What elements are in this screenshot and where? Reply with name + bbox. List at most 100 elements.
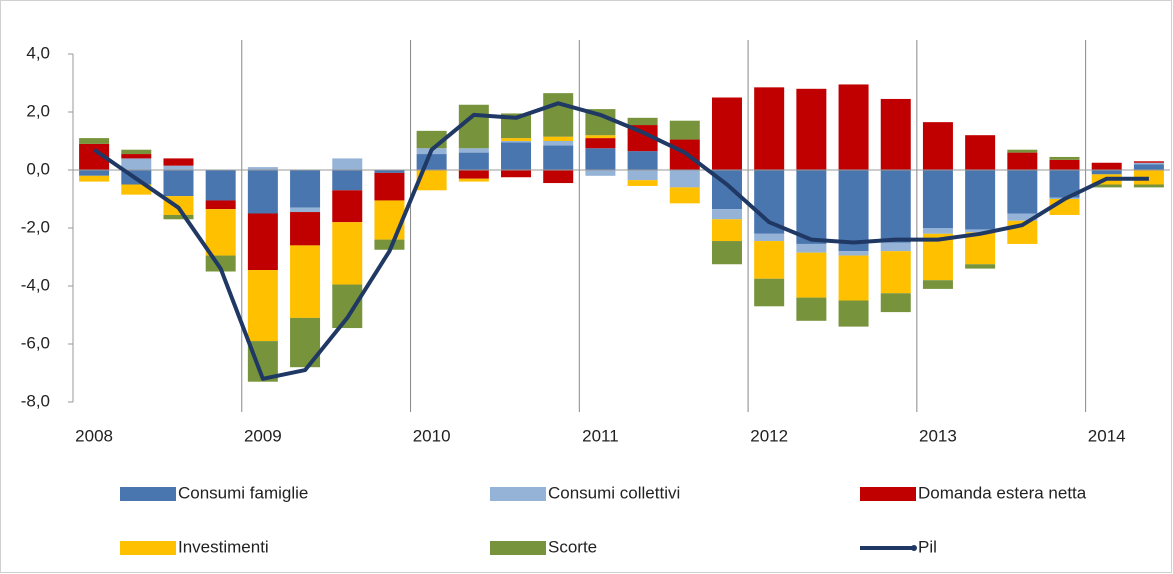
y-tick-label: 0,0: [26, 159, 50, 178]
bar: [543, 145, 574, 170]
bar: [1133, 162, 1164, 165]
bar: [205, 209, 236, 256]
bar: [1133, 161, 1164, 163]
bar: [332, 158, 363, 170]
bar: [796, 170, 827, 244]
bar: [163, 170, 194, 197]
bar: [290, 207, 321, 213]
bar: [1049, 159, 1080, 170]
bar: [1049, 156, 1080, 160]
bar: [332, 284, 363, 329]
bar: [290, 170, 321, 208]
bar: [543, 93, 574, 137]
legend-label: Consumi famiglie: [178, 483, 308, 502]
bar: [416, 170, 447, 191]
bar: [627, 170, 658, 181]
bar: [796, 252, 827, 298]
bar: [965, 232, 996, 265]
bar: [1133, 184, 1164, 188]
bar: [627, 151, 658, 170]
bar: [1091, 162, 1122, 170]
bar: [332, 190, 363, 223]
bar: [669, 187, 700, 204]
bar: [1007, 213, 1038, 221]
bar: [458, 170, 489, 179]
bar: [1091, 184, 1122, 188]
y-tick-label: -6,0: [21, 333, 50, 352]
bar: [1007, 152, 1038, 170]
line: [92, 101, 1149, 381]
bar: [163, 214, 194, 220]
bar: [796, 243, 827, 253]
legend-swatch: [860, 487, 916, 501]
bar: [332, 222, 363, 285]
bar: [543, 170, 574, 184]
bar: [880, 293, 911, 313]
x-tick-label: 2011: [582, 426, 619, 445]
legend-swatch: [490, 541, 546, 555]
bar: [880, 98, 911, 170]
bar: [880, 170, 911, 243]
y-tick-label: -4,0: [21, 275, 50, 294]
bar: [754, 278, 785, 307]
legend-swatch: [120, 487, 176, 501]
bar: [585, 135, 616, 139]
bar: [247, 170, 278, 214]
bar: [290, 245, 321, 318]
bar: [79, 175, 110, 182]
bar: [669, 170, 700, 188]
x-tick-label: 2013: [919, 426, 957, 445]
bar: [838, 255, 869, 301]
y-tick-label: 4,0: [26, 43, 50, 62]
bar: [374, 172, 405, 201]
bar: [121, 149, 152, 155]
legend-label: Investimenti: [178, 537, 269, 556]
bar: [163, 158, 194, 166]
bar: [416, 154, 447, 170]
bar: [1133, 164, 1164, 170]
bar: [121, 158, 152, 170]
bar: [543, 136, 574, 141]
bar: [796, 88, 827, 170]
bar: [1091, 170, 1122, 175]
bar: [754, 241, 785, 279]
bar: [332, 170, 363, 191]
bar: [711, 241, 742, 265]
bar: [965, 135, 996, 170]
bar: [965, 170, 996, 230]
bar: [458, 178, 489, 182]
bar: [838, 300, 869, 327]
bar: [374, 239, 405, 250]
bar: [711, 219, 742, 242]
bar: [458, 152, 489, 170]
bar: [585, 148, 616, 170]
legend-swatch: [120, 541, 176, 555]
y-tick-label: 2,0: [26, 101, 50, 120]
x-tick-label: 2010: [413, 426, 451, 445]
legend-label: Pil: [918, 537, 937, 556]
bar: [79, 170, 110, 176]
legend-label: Domanda estera netta: [918, 483, 1087, 502]
bar: [922, 122, 953, 170]
bar: [1007, 170, 1038, 214]
legend-swatch: [490, 487, 546, 501]
bar: [669, 120, 700, 140]
bar: [965, 264, 996, 269]
bar: [922, 170, 953, 228]
bar: [543, 141, 574, 146]
x-tick-label: 2008: [75, 426, 113, 445]
bar: [205, 170, 236, 201]
bar: [247, 270, 278, 342]
x-tick-label: 2009: [244, 426, 282, 445]
y-tick-label: -8,0: [21, 391, 50, 410]
bar: [458, 104, 489, 149]
bar: [627, 180, 658, 186]
bar: [163, 165, 194, 170]
x-tick-label: 2012: [750, 426, 788, 445]
bar: [922, 280, 953, 289]
bar: [880, 242, 911, 252]
legend-label: Consumi collettivi: [548, 483, 680, 502]
bar: [585, 170, 616, 176]
